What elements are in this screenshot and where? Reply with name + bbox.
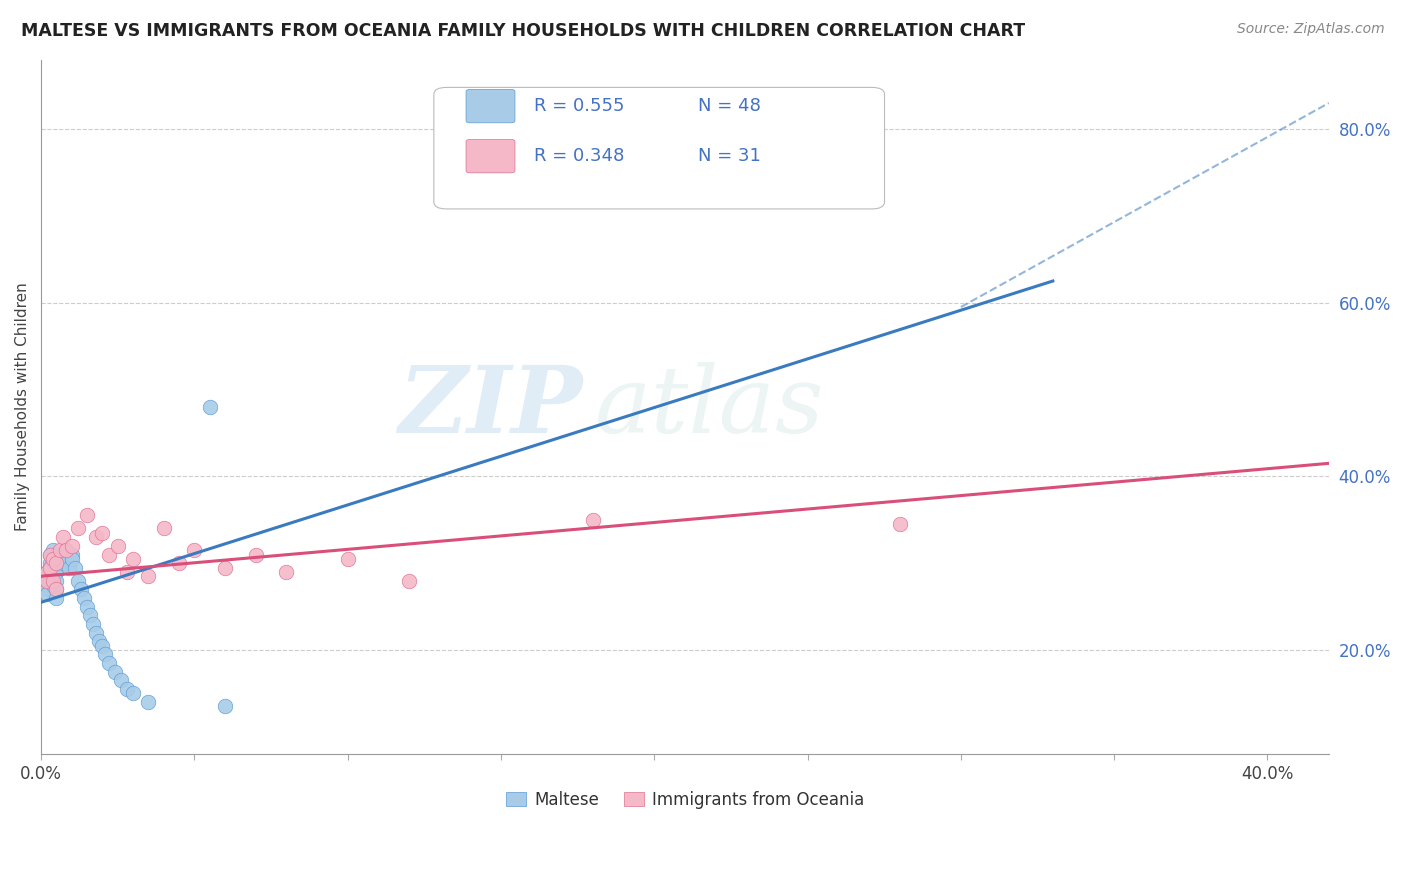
Point <box>45 582 67 597</box>
Point <box>152 521 174 535</box>
Point <box>122 552 145 566</box>
Text: R = 0.348: R = 0.348 <box>534 147 624 165</box>
Point <box>45 565 67 579</box>
Point <box>138 569 160 583</box>
Point <box>45 582 67 597</box>
Point <box>91 525 114 540</box>
Point <box>42 556 65 570</box>
Legend: Maltese, Immigrants from Oceania: Maltese, Immigrants from Oceania <box>499 784 870 815</box>
Point <box>45 556 67 570</box>
Text: atlas: atlas <box>595 362 824 452</box>
Point <box>84 530 107 544</box>
Point <box>60 548 83 562</box>
Text: ZIP: ZIP <box>398 362 582 452</box>
Point <box>183 543 205 558</box>
Point <box>167 556 190 570</box>
Point <box>94 648 117 662</box>
Point <box>889 517 911 532</box>
Point <box>37 569 59 583</box>
Y-axis label: Family Households with Children: Family Households with Children <box>15 283 30 532</box>
Text: R = 0.555: R = 0.555 <box>534 97 624 115</box>
Point <box>39 560 62 574</box>
Point <box>336 552 359 566</box>
Point <box>214 699 236 714</box>
Point <box>97 656 120 670</box>
Point <box>37 574 59 588</box>
Text: Source: ZipAtlas.com: Source: ZipAtlas.com <box>1237 22 1385 37</box>
Point <box>48 543 70 558</box>
Point <box>115 682 138 697</box>
Point <box>76 508 98 523</box>
Point <box>76 599 98 614</box>
Point <box>214 560 236 574</box>
Point <box>45 548 67 562</box>
Point <box>398 574 420 588</box>
Point <box>39 574 62 588</box>
Point <box>48 560 70 574</box>
Text: MALTESE VS IMMIGRANTS FROM OCEANIA FAMILY HOUSEHOLDS WITH CHILDREN CORRELATION C: MALTESE VS IMMIGRANTS FROM OCEANIA FAMIL… <box>21 22 1025 40</box>
Point <box>39 548 62 562</box>
Point <box>42 552 65 566</box>
Point <box>55 543 77 558</box>
Point <box>52 530 75 544</box>
Point <box>79 608 101 623</box>
Point <box>276 565 298 579</box>
Point <box>45 591 67 605</box>
Point <box>37 582 59 597</box>
Text: N = 31: N = 31 <box>697 147 761 165</box>
Point <box>66 574 89 588</box>
Point <box>42 552 65 566</box>
Point <box>37 586 59 600</box>
Point <box>97 548 120 562</box>
Point <box>58 560 80 574</box>
Point <box>37 578 59 592</box>
Point <box>45 574 67 588</box>
Point <box>48 552 70 566</box>
Point <box>42 578 65 592</box>
Point <box>42 574 65 588</box>
Text: N = 48: N = 48 <box>697 97 761 115</box>
Point <box>55 543 77 558</box>
Point <box>55 552 77 566</box>
Point <box>89 634 111 648</box>
Point <box>39 556 62 570</box>
Point <box>52 548 75 562</box>
Point <box>198 400 221 414</box>
Point <box>73 591 96 605</box>
Point <box>37 565 59 579</box>
Point <box>84 625 107 640</box>
Point <box>82 617 104 632</box>
Point <box>138 695 160 709</box>
Point <box>60 552 83 566</box>
Point <box>107 539 129 553</box>
Point <box>70 582 93 597</box>
FancyBboxPatch shape <box>434 87 884 209</box>
Point <box>45 556 67 570</box>
Point <box>122 686 145 700</box>
FancyBboxPatch shape <box>465 89 515 123</box>
FancyBboxPatch shape <box>465 139 515 173</box>
Point <box>91 639 114 653</box>
Point <box>39 560 62 574</box>
Point <box>37 565 59 579</box>
Point <box>66 521 89 535</box>
Point <box>104 665 127 679</box>
Point <box>110 673 132 688</box>
Point <box>245 548 267 562</box>
Point <box>52 556 75 570</box>
Point <box>115 565 138 579</box>
Point <box>42 569 65 583</box>
Point <box>582 513 605 527</box>
Point <box>39 548 62 562</box>
Point <box>63 560 86 574</box>
Point <box>42 543 65 558</box>
Point <box>60 539 83 553</box>
